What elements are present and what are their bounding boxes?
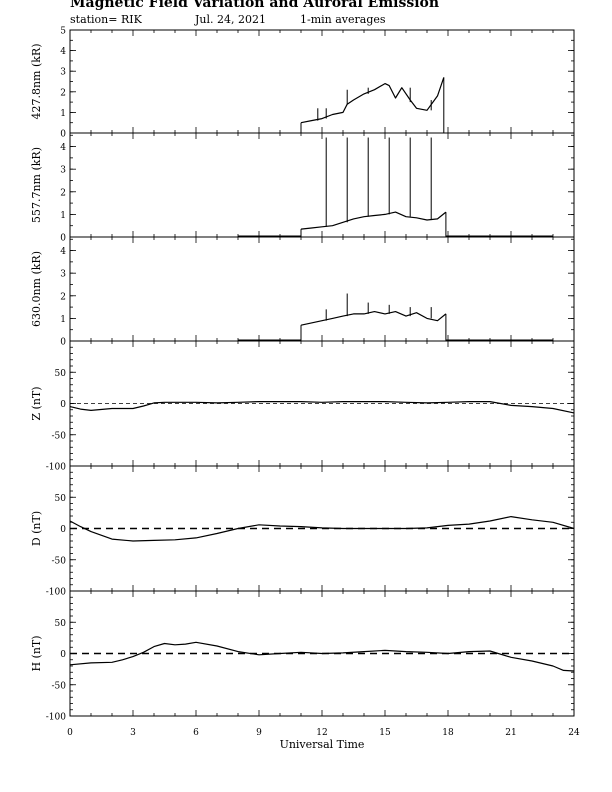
panel-5: -100 -50 0 50 D (nT) — [30, 465, 575, 598]
y-axis-label: 557.7nm (kR) — [30, 147, 43, 223]
y-tick-label: 2 — [60, 292, 66, 302]
x-axis-label: Universal Time — [280, 738, 365, 751]
y-tick-label: 50 — [55, 494, 67, 504]
x-tick-label: 9 — [256, 728, 262, 738]
y-tick-label: -100 — [46, 463, 66, 473]
y-tick-label: -50 — [52, 431, 67, 441]
panel-1: 0 1 2 3 4 5 427.8nm (kR) — [30, 27, 575, 140]
y-tick-label: 0 — [60, 525, 66, 535]
y-tick-label: 0 — [60, 650, 66, 660]
y-tick-label: 3 — [60, 166, 66, 176]
series-line — [300, 77, 445, 124]
x-tick-label: 15 — [379, 728, 391, 738]
y-tick-label: 50 — [55, 369, 67, 379]
y-tick-label: 1 — [60, 211, 66, 221]
panel-2: 0 1 2 3 4 557.7nm (kR) — [30, 132, 575, 244]
panel-3: 0 1 2 3 4 630.0nm (kR) — [30, 236, 575, 348]
y-tick-label: 0 — [60, 234, 66, 244]
x-tick-label: 6 — [193, 728, 199, 738]
y-tick-label: 2 — [60, 188, 66, 198]
y-tick-label: 4 — [60, 247, 66, 257]
series-line — [69, 401, 575, 414]
date-label: Jul. 24, 2021 — [195, 13, 266, 26]
y-tick-label: 3 — [60, 270, 66, 280]
panel-frame — [69, 236, 575, 342]
panel-6: -100 -50 0 50 H (nT) — [30, 590, 575, 723]
y-tick-label: 4 — [60, 143, 66, 153]
x-tick-label: 24 — [568, 728, 580, 738]
page-title: Magnetic Field Variation and Auroral Emi… — [70, 0, 440, 11]
y-tick-label: 2 — [60, 88, 66, 98]
x-tick-label: 18 — [442, 728, 454, 738]
panel-frame — [69, 29, 575, 134]
y-axis-label: 630.0nm (kR) — [30, 251, 43, 327]
y-tick-label: 4 — [60, 47, 66, 57]
y-tick-label: -100 — [46, 713, 66, 723]
y-tick-label: -50 — [52, 556, 67, 566]
x-tick-label: 21 — [505, 728, 516, 738]
y-tick-label: -100 — [46, 588, 66, 598]
y-tick-label: 1 — [60, 109, 66, 119]
series-line — [69, 515, 575, 542]
x-tick-label: 0 — [67, 728, 73, 738]
y-axis-label: Z (nT) — [30, 386, 43, 420]
y-tick-label: -50 — [52, 681, 67, 691]
x-tick-label: 3 — [130, 728, 136, 738]
y-axis-label: 427.8nm (kR) — [30, 43, 43, 119]
series-line — [300, 311, 447, 326]
y-axis-label: D (nT) — [30, 511, 43, 546]
x-tick-label: 12 — [316, 728, 327, 738]
y-tick-label: 0 — [60, 338, 66, 348]
series-line — [300, 211, 447, 230]
y-tick-label: 5 — [60, 27, 66, 37]
y-tick-label: 50 — [55, 619, 67, 629]
y-tick-label: 3 — [60, 68, 66, 78]
y-tick-label: 1 — [60, 315, 66, 325]
panel-4: -100 -50 0 50 Z (nT) — [30, 340, 575, 473]
station-label: station= RIK — [70, 13, 142, 26]
y-tick-label: 0 — [60, 400, 66, 410]
panel-frame — [69, 132, 575, 238]
averaging-label: 1-min averages — [300, 13, 386, 26]
y-axis-label: H (nT) — [30, 635, 43, 671]
series-line — [69, 641, 575, 672]
y-tick-label: 0 — [60, 130, 66, 140]
